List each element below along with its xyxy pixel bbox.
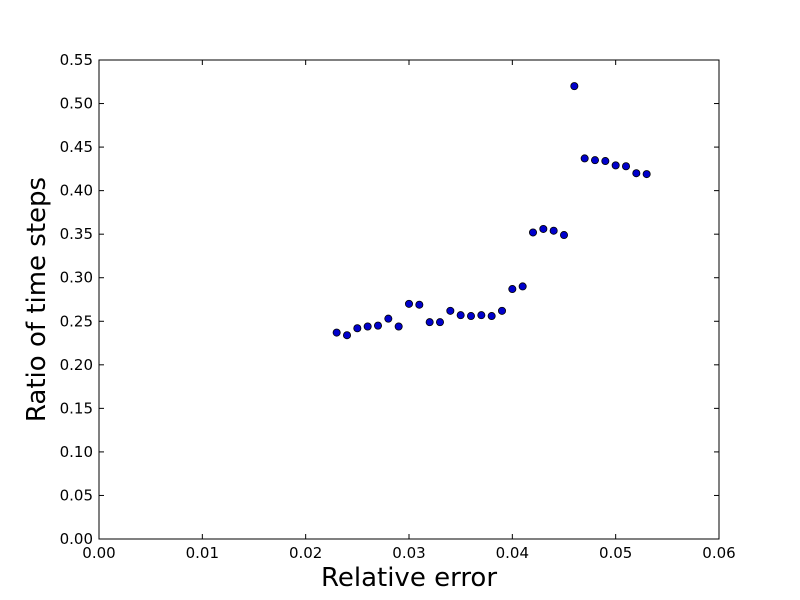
- x-tick-label: 0.04: [496, 544, 529, 562]
- y-tick-label: 0.10: [60, 443, 93, 461]
- y-tick-label: 0.20: [60, 356, 93, 374]
- data-point: [622, 162, 631, 171]
- data-point: [549, 226, 558, 235]
- data-point: [384, 314, 393, 323]
- data-point: [435, 318, 444, 327]
- x-tick-label: 0.05: [599, 544, 632, 562]
- data-point: [497, 306, 506, 315]
- data-point: [508, 285, 517, 294]
- data-point: [477, 311, 486, 320]
- data-point: [539, 224, 548, 233]
- y-tick-label: 0.35: [60, 225, 93, 243]
- data-point: [570, 82, 579, 91]
- data-point: [456, 311, 465, 320]
- data-point: [404, 299, 413, 308]
- data-point: [332, 328, 341, 337]
- data-point: [518, 282, 527, 291]
- plot-frame: [98, 59, 720, 540]
- data-point: [363, 322, 372, 331]
- data-point: [642, 170, 651, 179]
- y-tick-label: 0.30: [60, 269, 93, 287]
- data-point: [446, 306, 455, 315]
- y-axis-label: Ratio of time steps: [22, 177, 52, 422]
- data-point: [394, 322, 403, 331]
- points-layer: [332, 82, 651, 340]
- data-point: [611, 161, 620, 170]
- data-point: [342, 331, 351, 340]
- data-point: [415, 300, 424, 309]
- x-tick-label: 0.02: [289, 544, 322, 562]
- x-tick-label: 0.00: [82, 544, 115, 562]
- data-point: [601, 157, 610, 166]
- y-tick-label: 0.55: [60, 51, 93, 69]
- y-tick-label: 0.40: [60, 182, 93, 200]
- data-point: [560, 231, 569, 240]
- data-point: [425, 318, 434, 327]
- x-tick-label: 0.03: [392, 544, 425, 562]
- data-point: [353, 324, 362, 333]
- data-point: [529, 228, 538, 237]
- y-tick-label: 0.45: [60, 138, 93, 156]
- ticks-layer: 0.00 0.01 0.02 0.03 0.04 0.05 0.06 0.00 0.05 0.10…: [60, 51, 736, 562]
- data-point: [466, 312, 475, 321]
- x-tick-label: 0.01: [186, 544, 219, 562]
- data-point: [580, 154, 589, 163]
- y-tick-label: 0.00: [60, 530, 93, 548]
- x-tick-label: 0.06: [702, 544, 735, 562]
- y-tick-label: 0.25: [60, 312, 93, 330]
- y-tick-label: 0.50: [60, 95, 93, 113]
- x-axis-label: Relative error: [321, 563, 497, 593]
- data-point: [632, 169, 641, 178]
- data-point: [487, 312, 496, 321]
- y-tick-label: 0.15: [60, 399, 93, 417]
- y-tick-label: 0.05: [60, 486, 93, 504]
- data-point: [373, 321, 382, 330]
- data-point: [591, 156, 600, 165]
